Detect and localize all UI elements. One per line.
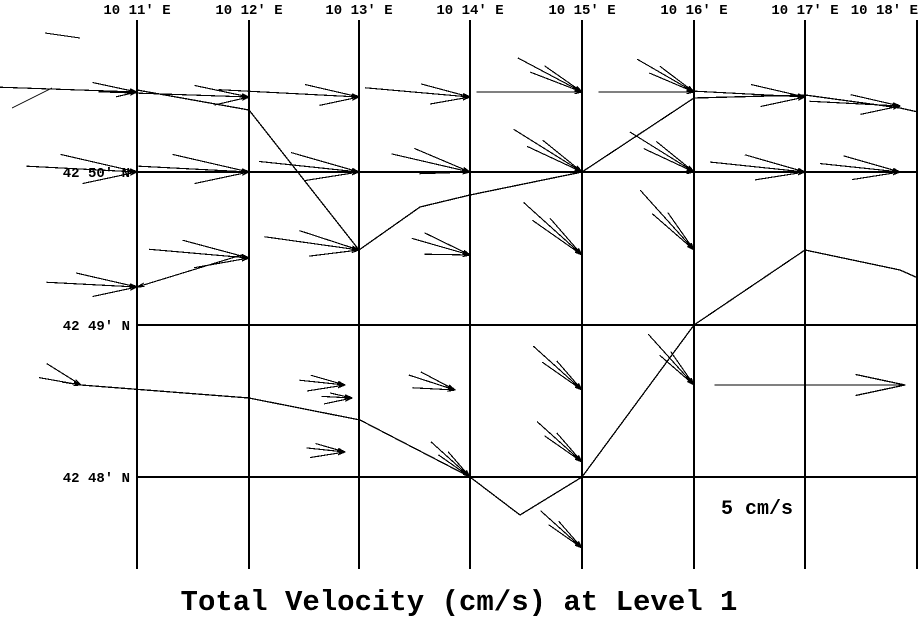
svg-text:5 cm/s: 5 cm/s	[721, 498, 793, 521]
svg-text:10 15' E: 10 15' E	[548, 3, 615, 19]
svg-text:10 17' E: 10 17' E	[771, 3, 838, 19]
svg-text:10 13' E: 10 13' E	[325, 3, 392, 19]
svg-text:10 12' E: 10 12' E	[215, 3, 282, 19]
svg-text:42 49' N: 42 49' N	[63, 319, 130, 335]
svg-text:42 50' N: 42 50' N	[63, 166, 130, 182]
svg-text:10 18' E: 10 18' E	[851, 3, 918, 19]
svg-text:42 48' N: 42 48' N	[63, 471, 130, 487]
svg-text:Total Velocity (cm/s) at Level: Total Velocity (cm/s) at Level 1	[181, 586, 738, 618]
svg-text:10 16' E: 10 16' E	[660, 3, 727, 19]
svg-text:10 14' E: 10 14' E	[436, 3, 503, 19]
svg-text:10 11' E: 10 11' E	[103, 3, 170, 19]
